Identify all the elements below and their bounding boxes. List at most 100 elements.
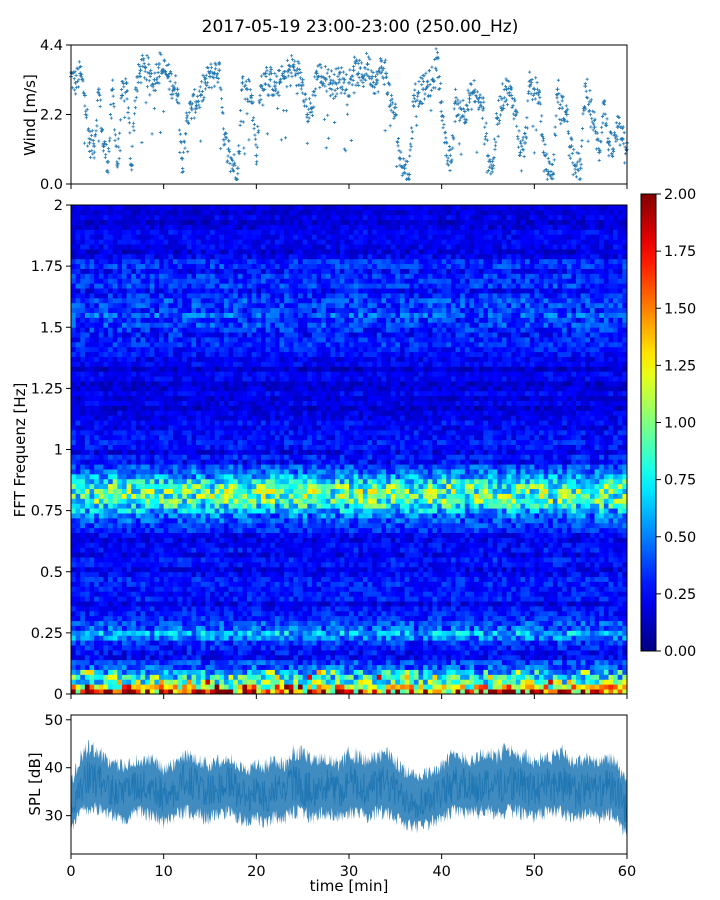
- heatmap-cell: [98, 649, 104, 656]
- heatmap-cell: [311, 547, 317, 553]
- heatmap-cell: [399, 571, 405, 578]
- wind-point: [573, 171, 578, 175]
- heatmap-cell: [464, 684, 470, 690]
- heatmap-cell: [330, 581, 336, 587]
- heatmap-cell: [603, 659, 609, 666]
- wind-point: [310, 113, 314, 118]
- heatmap-cell: [214, 591, 220, 597]
- heatmap-cell: [589, 615, 595, 622]
- heatmap-cell: [288, 571, 294, 578]
- heatmap-cell: [450, 664, 456, 670]
- wind-point: [274, 87, 278, 91]
- heatmap-cell: [200, 561, 206, 568]
- heatmap-cell: [571, 649, 577, 656]
- wind-point: [589, 125, 593, 129]
- heatmap-cell: [330, 605, 336, 612]
- wind-point: [221, 111, 225, 115]
- heatmap-cell: [247, 557, 253, 563]
- heatmap-cell: [552, 620, 558, 626]
- wind-point: [157, 81, 161, 85]
- heatmap-cell: [228, 679, 234, 685]
- heatmap-cell: [196, 561, 202, 568]
- heatmap-cell: [562, 557, 568, 563]
- heatmap-cell: [168, 640, 174, 646]
- heatmap-cell: [427, 659, 433, 666]
- heatmap-cell: [311, 557, 317, 563]
- heatmap-cell: [413, 625, 419, 631]
- wind-point: [102, 141, 106, 146]
- heatmap-cell: [548, 625, 554, 631]
- heatmap-cell: [534, 625, 540, 631]
- heatmap-cell: [191, 669, 197, 675]
- heatmap-cell: [316, 615, 322, 622]
- heatmap-cell: [172, 596, 178, 602]
- heatmap-cell: [423, 586, 429, 592]
- heatmap-cell: [80, 557, 86, 563]
- heatmap-cell: [205, 552, 211, 558]
- heatmap-cell: [233, 605, 239, 612]
- heatmap-cell: [284, 625, 290, 631]
- heatmap-cell: [172, 557, 178, 563]
- heatmap-cell: [311, 669, 317, 675]
- heatmap-cell: [75, 645, 81, 651]
- heatmap-cell: [145, 547, 151, 553]
- heatmap-cell: [358, 630, 364, 636]
- heatmap-cell: [538, 557, 544, 563]
- heatmap-cell: [186, 566, 192, 573]
- heatmap-cell: [497, 645, 503, 651]
- wind-data-point: [481, 106, 486, 111]
- heatmap-cell: [256, 581, 262, 587]
- heatmap-cell: [534, 591, 540, 597]
- heatmap-cell: [613, 552, 619, 558]
- heatmap-cell: [376, 625, 382, 631]
- heatmap-cell: [168, 630, 174, 636]
- wind-point: [513, 99, 517, 103]
- heatmap-cell: [140, 630, 146, 636]
- wind-point: [606, 137, 610, 141]
- heatmap-cell: [172, 561, 178, 568]
- heatmap-cell: [200, 674, 206, 680]
- heatmap-cell: [149, 635, 155, 641]
- heatmap-cell: [191, 625, 197, 631]
- heatmap-cell: [284, 561, 290, 568]
- wind-point: [106, 147, 111, 151]
- heatmap-cell: [339, 601, 345, 607]
- heatmap-cell: [94, 601, 100, 607]
- heatmap-cell: [274, 615, 280, 622]
- heatmap-cell: [228, 684, 234, 690]
- heatmap-cell: [172, 576, 178, 582]
- heatmap-cell: [464, 586, 470, 592]
- heatmap-cell: [367, 669, 373, 675]
- heatmap-cell: [488, 664, 494, 670]
- heatmap-cell: [488, 674, 494, 680]
- heatmap-cell: [580, 547, 586, 553]
- heatmap-cell: [117, 576, 123, 582]
- heatmap-cell: [98, 586, 104, 592]
- wind-point: [82, 141, 87, 145]
- wind-point: [459, 152, 463, 156]
- heatmap-cell: [233, 684, 239, 690]
- heatmap-cell: [71, 566, 77, 573]
- heatmap-cell: [432, 571, 438, 578]
- heatmap-cell: [594, 630, 600, 636]
- wind-point: [327, 136, 331, 140]
- heatmap-cell: [608, 645, 614, 651]
- heatmap-cell: [446, 566, 452, 573]
- wind-point: [565, 119, 569, 123]
- heatmap-cell: [511, 561, 517, 568]
- heatmap-cell: [108, 630, 114, 636]
- heatmap-cell: [432, 605, 438, 612]
- heatmap-cell: [126, 679, 132, 685]
- heatmap-cell: [515, 669, 521, 675]
- wind-point: [80, 77, 85, 81]
- heatmap-cell: [455, 601, 461, 607]
- wind-data-point: [337, 77, 342, 82]
- heatmap-cell: [196, 605, 202, 612]
- wind-point: [599, 140, 603, 144]
- heatmap-cell: [112, 679, 118, 685]
- heatmap-cell: [446, 605, 452, 612]
- heatmap-cell: [145, 601, 151, 607]
- heatmap-cell: [362, 581, 368, 587]
- wind-point: [252, 122, 257, 127]
- heatmap-cell: [543, 630, 549, 636]
